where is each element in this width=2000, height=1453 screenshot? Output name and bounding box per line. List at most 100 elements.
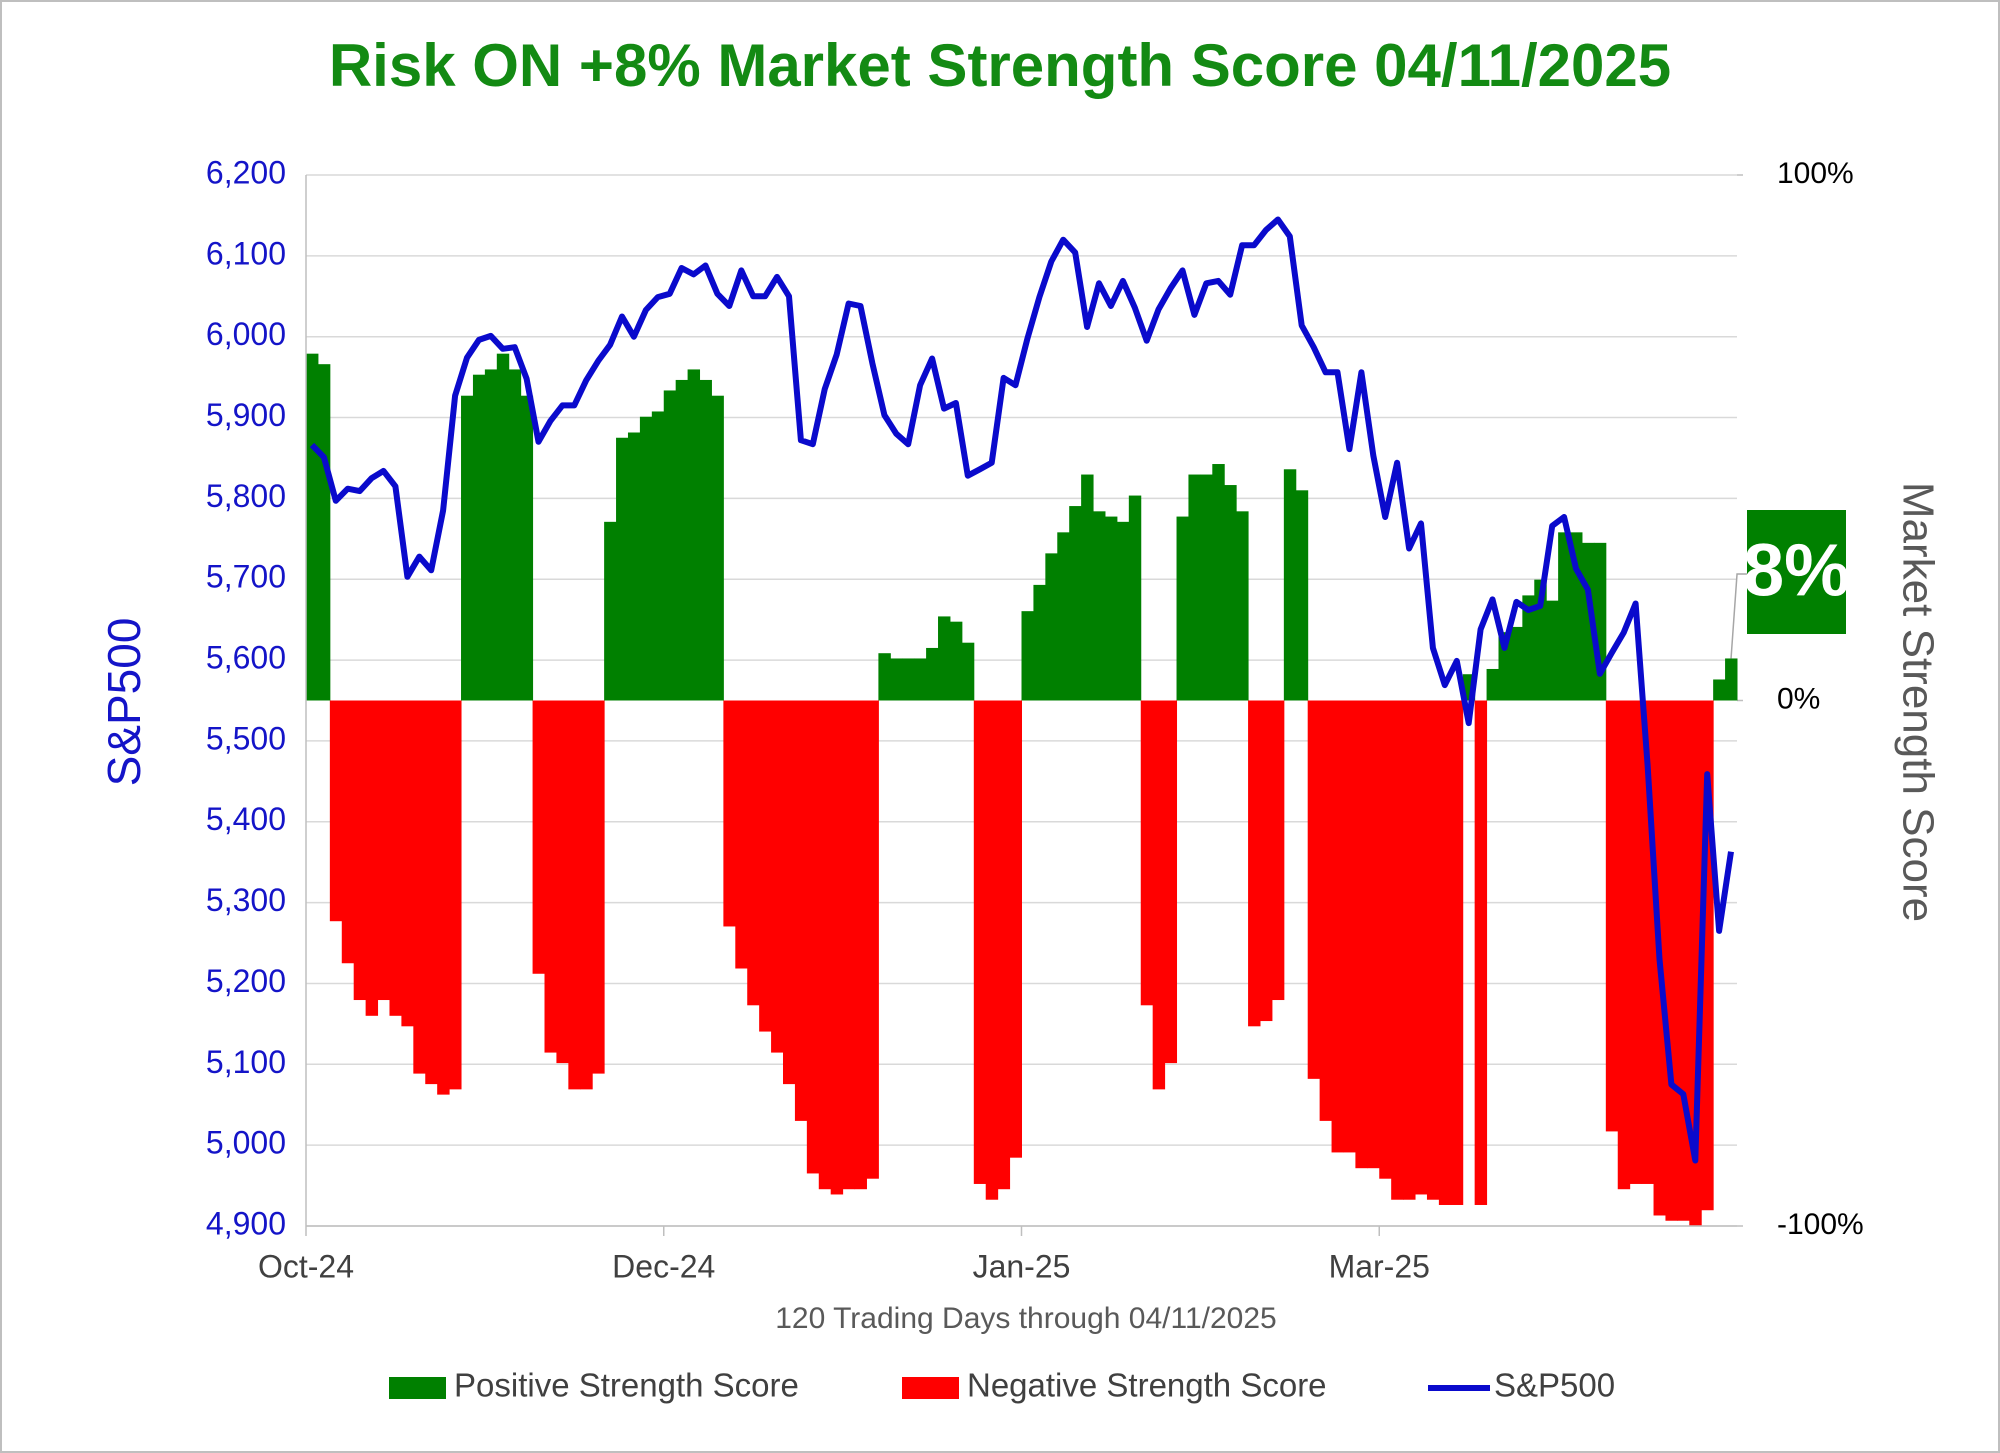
bar <box>783 700 796 1085</box>
y-tick-label: 5,300 <box>206 882 286 918</box>
bar <box>449 700 462 1090</box>
bar <box>997 700 1011 1190</box>
bar <box>1236 511 1249 701</box>
bar <box>890 658 903 701</box>
bar <box>675 379 689 701</box>
y-tick-label: 5,600 <box>206 640 286 676</box>
bar <box>1104 516 1118 701</box>
bar <box>1188 474 1201 701</box>
bar <box>878 653 891 701</box>
bar <box>1713 679 1726 701</box>
bar <box>1069 506 1082 701</box>
bar <box>663 390 677 701</box>
bar <box>1045 553 1058 701</box>
bar <box>1260 700 1273 1022</box>
bar <box>651 411 665 701</box>
bar <box>1522 595 1535 701</box>
y-tick-label: 5,500 <box>206 720 286 756</box>
y-axis-title: S&P500 <box>98 618 150 787</box>
y-tick-label: 5,400 <box>206 801 286 837</box>
bar <box>1677 700 1690 1221</box>
bar <box>1629 700 1643 1184</box>
line-series <box>309 216 1734 1164</box>
bar <box>1367 700 1380 1169</box>
legend-label: S&P500 <box>1494 1367 1615 1404</box>
bar <box>1355 700 1368 1169</box>
bar <box>306 353 319 701</box>
bar <box>1164 700 1178 1064</box>
bar <box>687 369 701 701</box>
bar <box>616 437 629 701</box>
bar <box>1176 516 1189 701</box>
bar <box>973 700 987 1184</box>
bar <box>639 416 653 701</box>
bar <box>1116 521 1130 701</box>
bar <box>627 432 641 701</box>
bar <box>1224 485 1237 701</box>
bar <box>794 700 808 1121</box>
bar <box>1486 668 1499 701</box>
bar <box>461 395 474 701</box>
legend-label: Negative Strength Score <box>967 1367 1327 1404</box>
bar <box>1093 511 1106 701</box>
bar <box>1558 532 1571 701</box>
legend-label: Positive Strength Score <box>454 1367 799 1404</box>
bar <box>1426 700 1440 1200</box>
x-tick-label: Jan-25 <box>973 1248 1071 1284</box>
bar <box>1140 700 1154 1006</box>
y-tick-label: 5,900 <box>206 397 286 433</box>
bar <box>1212 464 1225 701</box>
bar <box>580 700 593 1090</box>
bar <box>425 700 438 1085</box>
bar <box>1438 700 1452 1205</box>
bar <box>472 374 486 701</box>
bar <box>556 700 569 1064</box>
bar <box>1510 626 1523 701</box>
bar <box>1307 700 1321 1079</box>
bar <box>1021 611 1034 701</box>
bar <box>389 700 402 1016</box>
bar <box>520 395 534 701</box>
bar <box>377 700 390 1001</box>
bar <box>1128 495 1142 701</box>
bar <box>317 364 331 701</box>
legend-swatch <box>902 1377 959 1399</box>
bar <box>735 700 748 969</box>
y-tick-label: 5,800 <box>206 478 286 514</box>
y-tick-label: 4,900 <box>206 1205 286 1241</box>
bar <box>914 658 927 701</box>
bar <box>1319 700 1333 1121</box>
bar <box>365 700 379 1016</box>
bar <box>699 379 712 701</box>
bar <box>1200 474 1213 701</box>
bar <box>818 700 832 1190</box>
bar <box>1033 584 1046 701</box>
bar <box>1379 700 1392 1179</box>
y-tick-label: 5,000 <box>206 1125 286 1161</box>
bar <box>1081 474 1094 701</box>
bar <box>902 658 915 701</box>
annotation-box <box>1747 510 1846 634</box>
bar <box>437 700 450 1095</box>
bar <box>1415 700 1428 1195</box>
bar <box>1343 700 1356 1153</box>
bar <box>747 700 760 1006</box>
bar <box>806 700 820 1174</box>
y-tick-label: 6,100 <box>206 235 286 271</box>
bar <box>842 700 856 1190</box>
bar <box>413 700 426 1074</box>
bar <box>592 700 605 1074</box>
bar <box>1057 532 1070 701</box>
chart-title: Risk ON +8% Market Strength Score 04/11/… <box>329 32 1671 99</box>
bar <box>1593 542 1607 701</box>
bar <box>1546 600 1559 701</box>
bar <box>604 521 617 701</box>
bar <box>771 700 784 1053</box>
bar <box>711 395 724 701</box>
legend-swatch <box>389 1377 446 1399</box>
bar <box>1474 700 1488 1205</box>
y2-axis-title: Market Strength Score <box>1893 482 1942 922</box>
bar <box>1725 658 1738 701</box>
bar <box>1271 700 1285 1001</box>
